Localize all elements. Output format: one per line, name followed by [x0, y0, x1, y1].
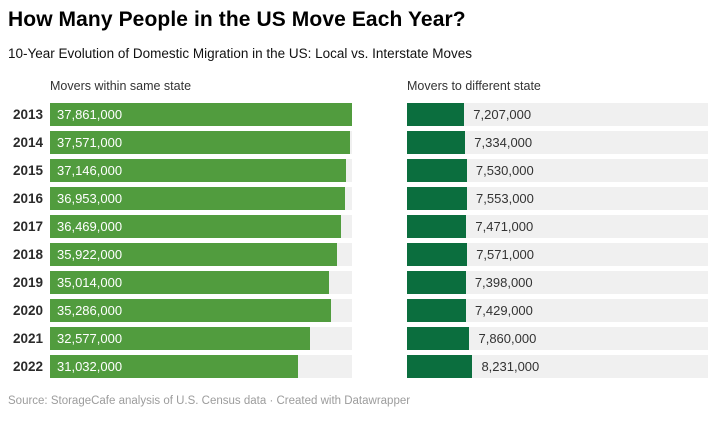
- same-state-value-label: 36,953,000: [57, 191, 123, 206]
- right-bar-track: 7,429,000: [407, 299, 708, 322]
- same-state-bar: [50, 159, 347, 182]
- different-state-value-label: 7,571,000: [476, 247, 535, 262]
- right-bar-track: 7,860,000: [407, 327, 708, 350]
- left-bar-track: 37,571,000: [50, 131, 352, 154]
- different-state-bar: [407, 131, 466, 154]
- year-label: 2016: [12, 191, 43, 206]
- different-state-bar: [407, 355, 473, 378]
- column-gap: [352, 187, 407, 210]
- year-label: 2018: [12, 247, 43, 262]
- left-bar-track: 37,861,000: [50, 103, 352, 126]
- same-state-bar: [50, 355, 298, 378]
- left-bar-track: 35,922,000: [50, 243, 352, 266]
- column-headers: Movers within same state Movers to diffe…: [8, 79, 708, 94]
- chart-row: 2017 36,469,000 7,471,000: [8, 215, 708, 238]
- chart-row: 2022 31,032,000 8,231,000: [8, 355, 708, 378]
- different-state-bar: [407, 159, 467, 182]
- same-state-bar: [50, 271, 330, 294]
- different-state-bar: [407, 299, 467, 322]
- column-header-left: Movers within same state: [50, 79, 192, 93]
- chart-row: 2019 35,014,000 7,398,000: [8, 271, 708, 294]
- different-state-value-label: 7,398,000: [474, 275, 533, 290]
- right-bar-track: 8,231,000: [407, 355, 708, 378]
- left-bar-track: 31,032,000: [50, 355, 352, 378]
- year-label: 2019: [12, 275, 43, 290]
- right-bar-track: 7,471,000: [407, 215, 708, 238]
- column-gap: [352, 299, 407, 322]
- right-bar-track: 7,398,000: [407, 271, 708, 294]
- column-gap: [352, 327, 407, 350]
- column-gap: [352, 215, 407, 238]
- column-gap: [352, 159, 407, 182]
- same-state-bar: [50, 327, 310, 350]
- different-state-bar: [407, 271, 466, 294]
- column-gap: [352, 131, 407, 154]
- different-state-bar: [407, 103, 465, 126]
- chart-row: 2015 37,146,000 7,530,000: [8, 159, 708, 182]
- column-gap: [352, 243, 407, 266]
- chart-row: 2016 36,953,000 7,553,000: [8, 187, 708, 210]
- same-state-value-label: 37,571,000: [57, 135, 123, 150]
- right-bar-track: 7,207,000: [407, 103, 708, 126]
- different-state-bar: [407, 215, 467, 238]
- column-gap: [352, 103, 407, 126]
- left-bar-track: 35,286,000: [50, 299, 352, 322]
- different-state-bar: [407, 243, 468, 266]
- right-bar-track: 7,334,000: [407, 131, 708, 154]
- different-state-value-label: 7,860,000: [478, 331, 537, 346]
- year-label: 2014: [12, 135, 43, 150]
- same-state-bar: [50, 103, 352, 126]
- chart-row: 2018 35,922,000 7,571,000: [8, 243, 708, 266]
- year-label: 2021: [12, 331, 43, 346]
- page-title: How Many People in the US Move Each Year…: [8, 8, 466, 31]
- chart-row: 2013 37,861,000 7,207,000: [8, 103, 708, 126]
- different-state-bar: [407, 187, 468, 210]
- same-state-value-label: 35,286,000: [57, 303, 123, 318]
- column-header-right: Movers to different state: [407, 79, 541, 93]
- same-state-value-label: 31,032,000: [57, 359, 123, 374]
- left-bar-track: 35,014,000: [50, 271, 352, 294]
- same-state-value-label: 36,469,000: [57, 219, 123, 234]
- right-bar-track: 7,530,000: [407, 159, 708, 182]
- same-state-value-label: 37,861,000: [57, 107, 123, 122]
- different-state-value-label: 8,231,000: [481, 359, 540, 374]
- different-state-value-label: 7,530,000: [475, 163, 534, 178]
- same-state-bar: [50, 215, 341, 238]
- different-state-value-label: 7,429,000: [475, 303, 533, 318]
- year-label: 2020: [12, 303, 43, 318]
- different-state-value-label: 7,207,000: [473, 107, 532, 122]
- year-label: 2022: [12, 359, 43, 374]
- chart-row: 2014 37,571,000 7,334,000: [8, 131, 708, 154]
- chart-row: 2021 32,577,000 7,860,000: [8, 327, 708, 350]
- same-state-value-label: 35,922,000: [57, 247, 123, 262]
- year-label: 2017: [12, 219, 43, 234]
- same-state-bar: [50, 243, 337, 266]
- left-bar-track: 32,577,000: [50, 327, 352, 350]
- column-gap: [352, 355, 407, 378]
- right-bar-track: 7,571,000: [407, 243, 708, 266]
- different-state-value-label: 7,334,000: [474, 135, 533, 150]
- chart-row: 2020 35,286,000 7,429,000: [8, 299, 708, 322]
- different-state-bar: [407, 327, 470, 350]
- left-bar-track: 37,146,000: [50, 159, 352, 182]
- right-bar-track: 7,553,000: [407, 187, 708, 210]
- same-state-bar: [50, 299, 332, 322]
- same-state-value-label: 37,146,000: [57, 163, 123, 178]
- left-bar-track: 36,953,000: [50, 187, 352, 210]
- year-label: 2015: [12, 163, 43, 178]
- same-state-bar: [50, 187, 345, 210]
- chart-subtitle: 10-Year Evolution of Domestic Migration …: [8, 46, 472, 61]
- left-bar-track: 36,469,000: [50, 215, 352, 238]
- column-gap: [352, 271, 407, 294]
- source-footer: Source: StorageCafe analysis of U.S. Cen…: [8, 395, 411, 407]
- different-state-value-label: 7,471,000: [475, 219, 534, 234]
- header-spacer: [8, 79, 50, 94]
- different-state-value-label: 7,553,000: [476, 191, 534, 206]
- bar-chart: 2013 37,861,000 7,207,000 2014 37,571,00…: [8, 103, 708, 378]
- year-label: 2013: [12, 107, 43, 122]
- same-state-value-label: 32,577,000: [57, 331, 123, 346]
- same-state-value-label: 35,014,000: [57, 275, 123, 290]
- same-state-bar: [50, 131, 350, 154]
